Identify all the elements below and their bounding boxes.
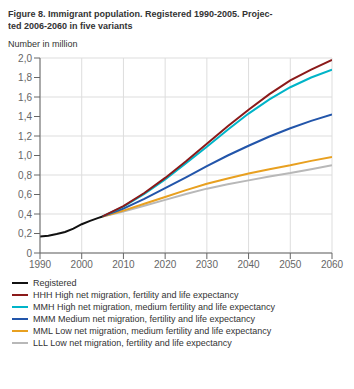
- svg-text:0,6: 0,6: [18, 189, 32, 200]
- svg-text:1,2: 1,2: [18, 131, 32, 142]
- svg-text:1990: 1990: [29, 259, 52, 270]
- svg-text:0,2: 0,2: [18, 228, 32, 239]
- svg-text:2000: 2000: [71, 259, 94, 270]
- svg-text:2020: 2020: [154, 259, 177, 270]
- svg-text:2050: 2050: [279, 259, 302, 270]
- svg-text:0: 0: [26, 248, 32, 259]
- html-text:Registered: Registered: [33, 278, 77, 288]
- html-text:HHH High net migration, fertil: HHH High net migration, fertility and li…: [33, 290, 239, 300]
- html-text:MML Low net migration, medium: MML Low net migration, medium fertility …: [33, 326, 272, 336]
- html-text:ted 2006-2060 in five variants: ted 2006-2060 in five variants: [8, 21, 133, 31]
- svg-text:1,4: 1,4: [18, 111, 32, 122]
- html-text:LLL Low net migration, fertili: LLL Low net migration, fertility and lif…: [33, 338, 232, 348]
- svg-text:2,0: 2,0: [18, 53, 32, 64]
- svg-text:0,4: 0,4: [18, 209, 32, 220]
- svg-text:1,8: 1,8: [18, 72, 32, 83]
- html-text:MMM Medium net migration, fert: MMM Medium net migration, fertility and …: [33, 314, 256, 324]
- svg-text:1,6: 1,6: [18, 92, 32, 103]
- svg-text:2030: 2030: [196, 259, 219, 270]
- svg-text:2060: 2060: [321, 259, 344, 270]
- html-text:Figure 8. Immigrant population: Figure 8. Immigrant population. Register…: [8, 9, 273, 19]
- html-text:Number in million: Number in million: [8, 39, 78, 49]
- svg-text:0,8: 0,8: [18, 170, 32, 181]
- svg-text:2010: 2010: [112, 259, 135, 270]
- svg-text:1,0: 1,0: [18, 150, 32, 161]
- html-text:MMH High net migration, medium: MMH High net migration, medium fertility…: [33, 302, 276, 312]
- svg-text:2040: 2040: [237, 259, 260, 270]
